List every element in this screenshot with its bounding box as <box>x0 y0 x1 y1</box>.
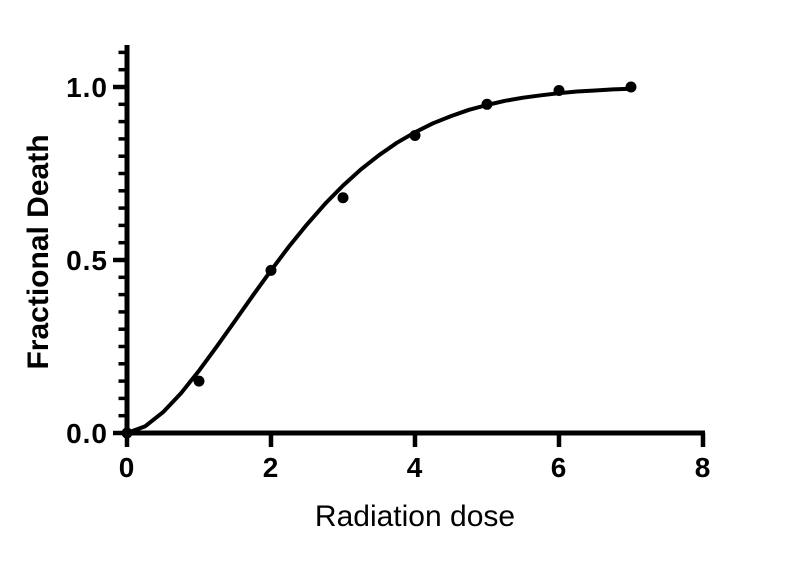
x-tick-label: 0 <box>119 452 136 483</box>
tick-labels-layer: 0.0 0.5 1.0 0 2 4 6 8 <box>66 72 712 483</box>
sigmoid-fit-curve <box>125 86 633 435</box>
data-point <box>121 427 133 439</box>
data-point <box>481 98 493 110</box>
x-tick-label: 2 <box>263 452 280 483</box>
x-tick-label: 4 <box>407 452 424 483</box>
y-tick-label: 1.0 <box>66 72 108 103</box>
axis-ticks-layer <box>113 50 706 447</box>
x-axis-title: Radiation dose <box>315 500 515 533</box>
y-tick-label: 0.5 <box>66 245 108 276</box>
data-point <box>337 192 349 204</box>
data-point <box>409 129 421 141</box>
y-axis-title: Fractional Death <box>22 134 55 369</box>
data-point <box>193 375 205 387</box>
x-tick-label: 8 <box>695 452 712 483</box>
data-point <box>265 264 277 276</box>
data-point <box>553 84 565 96</box>
data-point <box>625 81 637 93</box>
x-tick-label: 6 <box>551 452 568 483</box>
fit-curve-layer <box>125 86 633 435</box>
data-points-layer <box>121 81 637 439</box>
y-tick-label: 0.0 <box>66 418 108 449</box>
